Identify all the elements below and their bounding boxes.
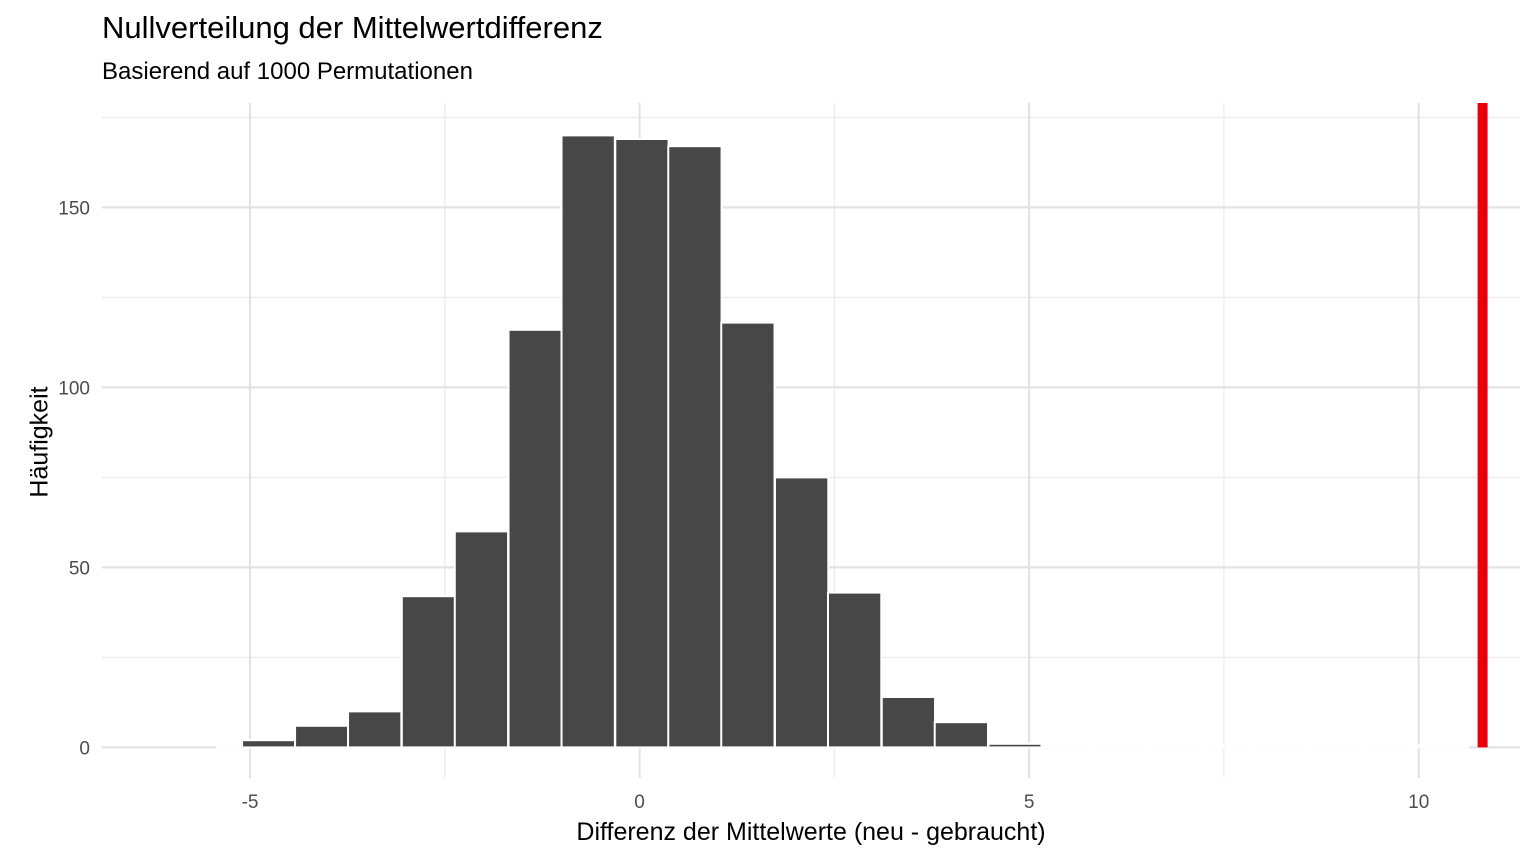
chart-subtitle: Basierend auf 1000 Permutationen: [102, 58, 473, 85]
histogram-bar: [826, 591, 883, 749]
y-tick-label: 150: [58, 198, 90, 219]
histogram-bar: [774, 476, 830, 749]
y-tick-label: 50: [69, 558, 90, 579]
histogram-bar: [1200, 744, 1256, 749]
x-tick-label: 5: [1024, 792, 1035, 813]
histogram-bar: [560, 134, 616, 749]
histogram-bar: [880, 696, 937, 749]
histogram-bar: [1147, 744, 1203, 749]
histogram-bar: [933, 721, 990, 749]
histogram-bar: [453, 530, 510, 749]
histogram-bar: [507, 328, 563, 749]
histogram-bar: [1360, 744, 1416, 749]
histogram-bar: [1040, 744, 1096, 749]
histogram-bar: [1413, 744, 1469, 749]
histogram-bar: [614, 138, 670, 749]
chart-title: Nullverteilung der Mittelwertdifferenz: [102, 10, 603, 45]
histogram-bar: [241, 739, 297, 749]
histogram-bar: [667, 145, 723, 749]
x-tick-label: -5: [242, 792, 259, 813]
histogram-bars: [216, 134, 1469, 749]
x-axis-ticks: -5 0 5 10: [242, 792, 1430, 813]
histogram-bar: [1093, 744, 1149, 749]
histogram-bar: [294, 724, 350, 749]
histogram-bar: [1306, 744, 1363, 749]
y-axis-ticks: 0 50 100 150: [58, 198, 90, 759]
x-tick-label: 10: [1408, 792, 1429, 813]
x-axis-label: Differenz der Mittelwerte (neu - gebrauc…: [576, 818, 1046, 846]
x-tick-label: 0: [634, 792, 645, 813]
histogram-bar: [987, 742, 1043, 749]
histogram-bar: [720, 321, 776, 749]
y-tick-label: 0: [79, 738, 90, 759]
histogram-bar: [1253, 744, 1310, 749]
histogram-bar: [347, 710, 403, 749]
histogram-bar: [400, 595, 457, 749]
y-tick-label: 100: [58, 378, 90, 399]
